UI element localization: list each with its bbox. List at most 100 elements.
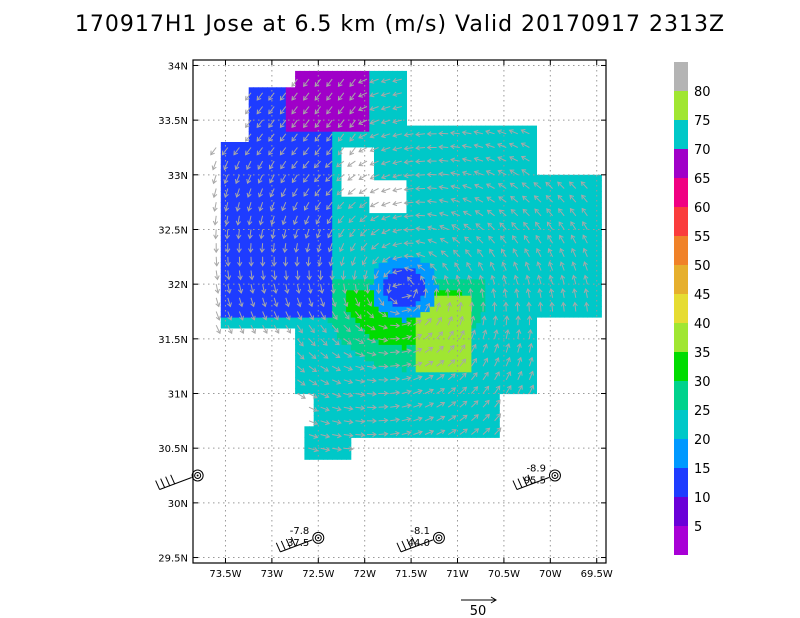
wind-cell xyxy=(369,311,375,318)
wind-cell xyxy=(513,240,519,247)
wind-arrow xyxy=(366,311,374,319)
wind-cell xyxy=(494,224,500,231)
wind-cell xyxy=(452,196,459,203)
wind-cell xyxy=(476,431,482,438)
wind-cell xyxy=(536,191,542,198)
wind-arrow xyxy=(469,288,472,298)
wind-arrow xyxy=(559,248,565,258)
wind-cell xyxy=(234,235,240,242)
wind-cell xyxy=(564,262,570,269)
wind-arrow-head xyxy=(236,234,242,240)
wind-cell xyxy=(490,420,496,427)
wind-cell xyxy=(411,267,417,274)
wind-cell xyxy=(322,147,329,154)
wind-cell xyxy=(304,224,310,231)
wind-cell xyxy=(346,240,352,247)
wind-cell xyxy=(448,163,454,170)
wind-arrow xyxy=(424,303,430,312)
wind-cell xyxy=(438,213,445,220)
wind-cell xyxy=(299,262,305,269)
wind-cell xyxy=(299,114,305,121)
wind-cell xyxy=(448,371,454,378)
wind-cell xyxy=(494,349,500,356)
wind-cell xyxy=(262,245,268,252)
wind-cell xyxy=(434,360,440,367)
wind-cell xyxy=(485,185,491,192)
wind-cell xyxy=(420,196,426,203)
wind-cell xyxy=(350,322,356,329)
wind-cell xyxy=(355,322,361,329)
wind-cell xyxy=(471,235,477,242)
wind-cell xyxy=(281,191,287,198)
wind-cell xyxy=(350,213,356,220)
wind-arrow-head xyxy=(238,302,244,308)
wind-cell xyxy=(220,202,226,209)
wind-cell xyxy=(443,338,449,345)
wind-arrow xyxy=(494,399,501,408)
wind-cell xyxy=(285,289,291,296)
wind-cell xyxy=(262,196,268,203)
wind-cell xyxy=(262,278,268,285)
wind-cell xyxy=(378,114,384,121)
wind-cell xyxy=(471,333,477,340)
wind-cell xyxy=(494,213,500,220)
wind-cell xyxy=(415,284,421,291)
wind-cell xyxy=(253,267,259,274)
wind-cell xyxy=(309,322,315,329)
wind-cell xyxy=(508,262,514,269)
wind-cell xyxy=(425,180,431,187)
wind-cell xyxy=(490,235,496,242)
wind-cell xyxy=(596,306,602,313)
wind-cell xyxy=(262,311,268,318)
wind-arrow xyxy=(327,229,333,238)
wind-cell xyxy=(369,284,375,291)
wind-cell xyxy=(336,235,343,242)
wind-arrow-head xyxy=(325,446,331,453)
wind-cell xyxy=(341,437,347,444)
wind-cell xyxy=(392,136,398,143)
wind-arrow xyxy=(249,229,252,239)
wind-arrow-head xyxy=(364,289,371,295)
wind-cell xyxy=(573,256,579,263)
wind-cell xyxy=(332,382,338,389)
wind-arrow-head xyxy=(484,371,489,377)
wind-cell xyxy=(281,267,287,274)
wind-cell xyxy=(415,366,421,373)
wind-arrow-head xyxy=(474,428,480,433)
wind-cell xyxy=(262,163,268,170)
wind-cell xyxy=(248,98,254,105)
wind-cell xyxy=(374,245,380,252)
wind-cell xyxy=(490,355,496,362)
wind-arrow xyxy=(261,243,264,253)
wind-cell xyxy=(522,289,528,296)
wind-cell xyxy=(429,278,435,285)
wind-cell xyxy=(573,306,579,313)
wind-arrow-head xyxy=(395,417,401,423)
wind-cell xyxy=(383,109,389,116)
wind-cell xyxy=(285,191,291,198)
wind-cell xyxy=(295,317,301,324)
wind-cell xyxy=(499,371,505,378)
wind-cell xyxy=(322,338,329,345)
wind-cell xyxy=(434,273,440,280)
wind-cell xyxy=(350,404,356,411)
wind-arrow xyxy=(481,288,484,298)
wind-cell xyxy=(322,453,329,460)
wind-cell xyxy=(313,120,319,127)
wind-cell xyxy=(336,103,343,110)
wind-cell xyxy=(262,120,268,127)
wind-cell xyxy=(527,191,533,198)
wind-cell xyxy=(471,306,477,313)
wind-arrow xyxy=(526,275,530,285)
wind-arrow xyxy=(424,375,434,381)
wind-cell xyxy=(550,256,556,263)
wind-cell xyxy=(332,87,338,94)
wind-cell xyxy=(471,213,477,220)
wind-cell xyxy=(304,245,310,252)
wind-cell xyxy=(485,300,491,307)
wind-cell xyxy=(230,300,236,307)
wind-cell xyxy=(420,306,426,313)
wind-cell xyxy=(304,251,310,258)
wind-cell xyxy=(517,163,523,170)
wind-cell xyxy=(295,306,301,313)
